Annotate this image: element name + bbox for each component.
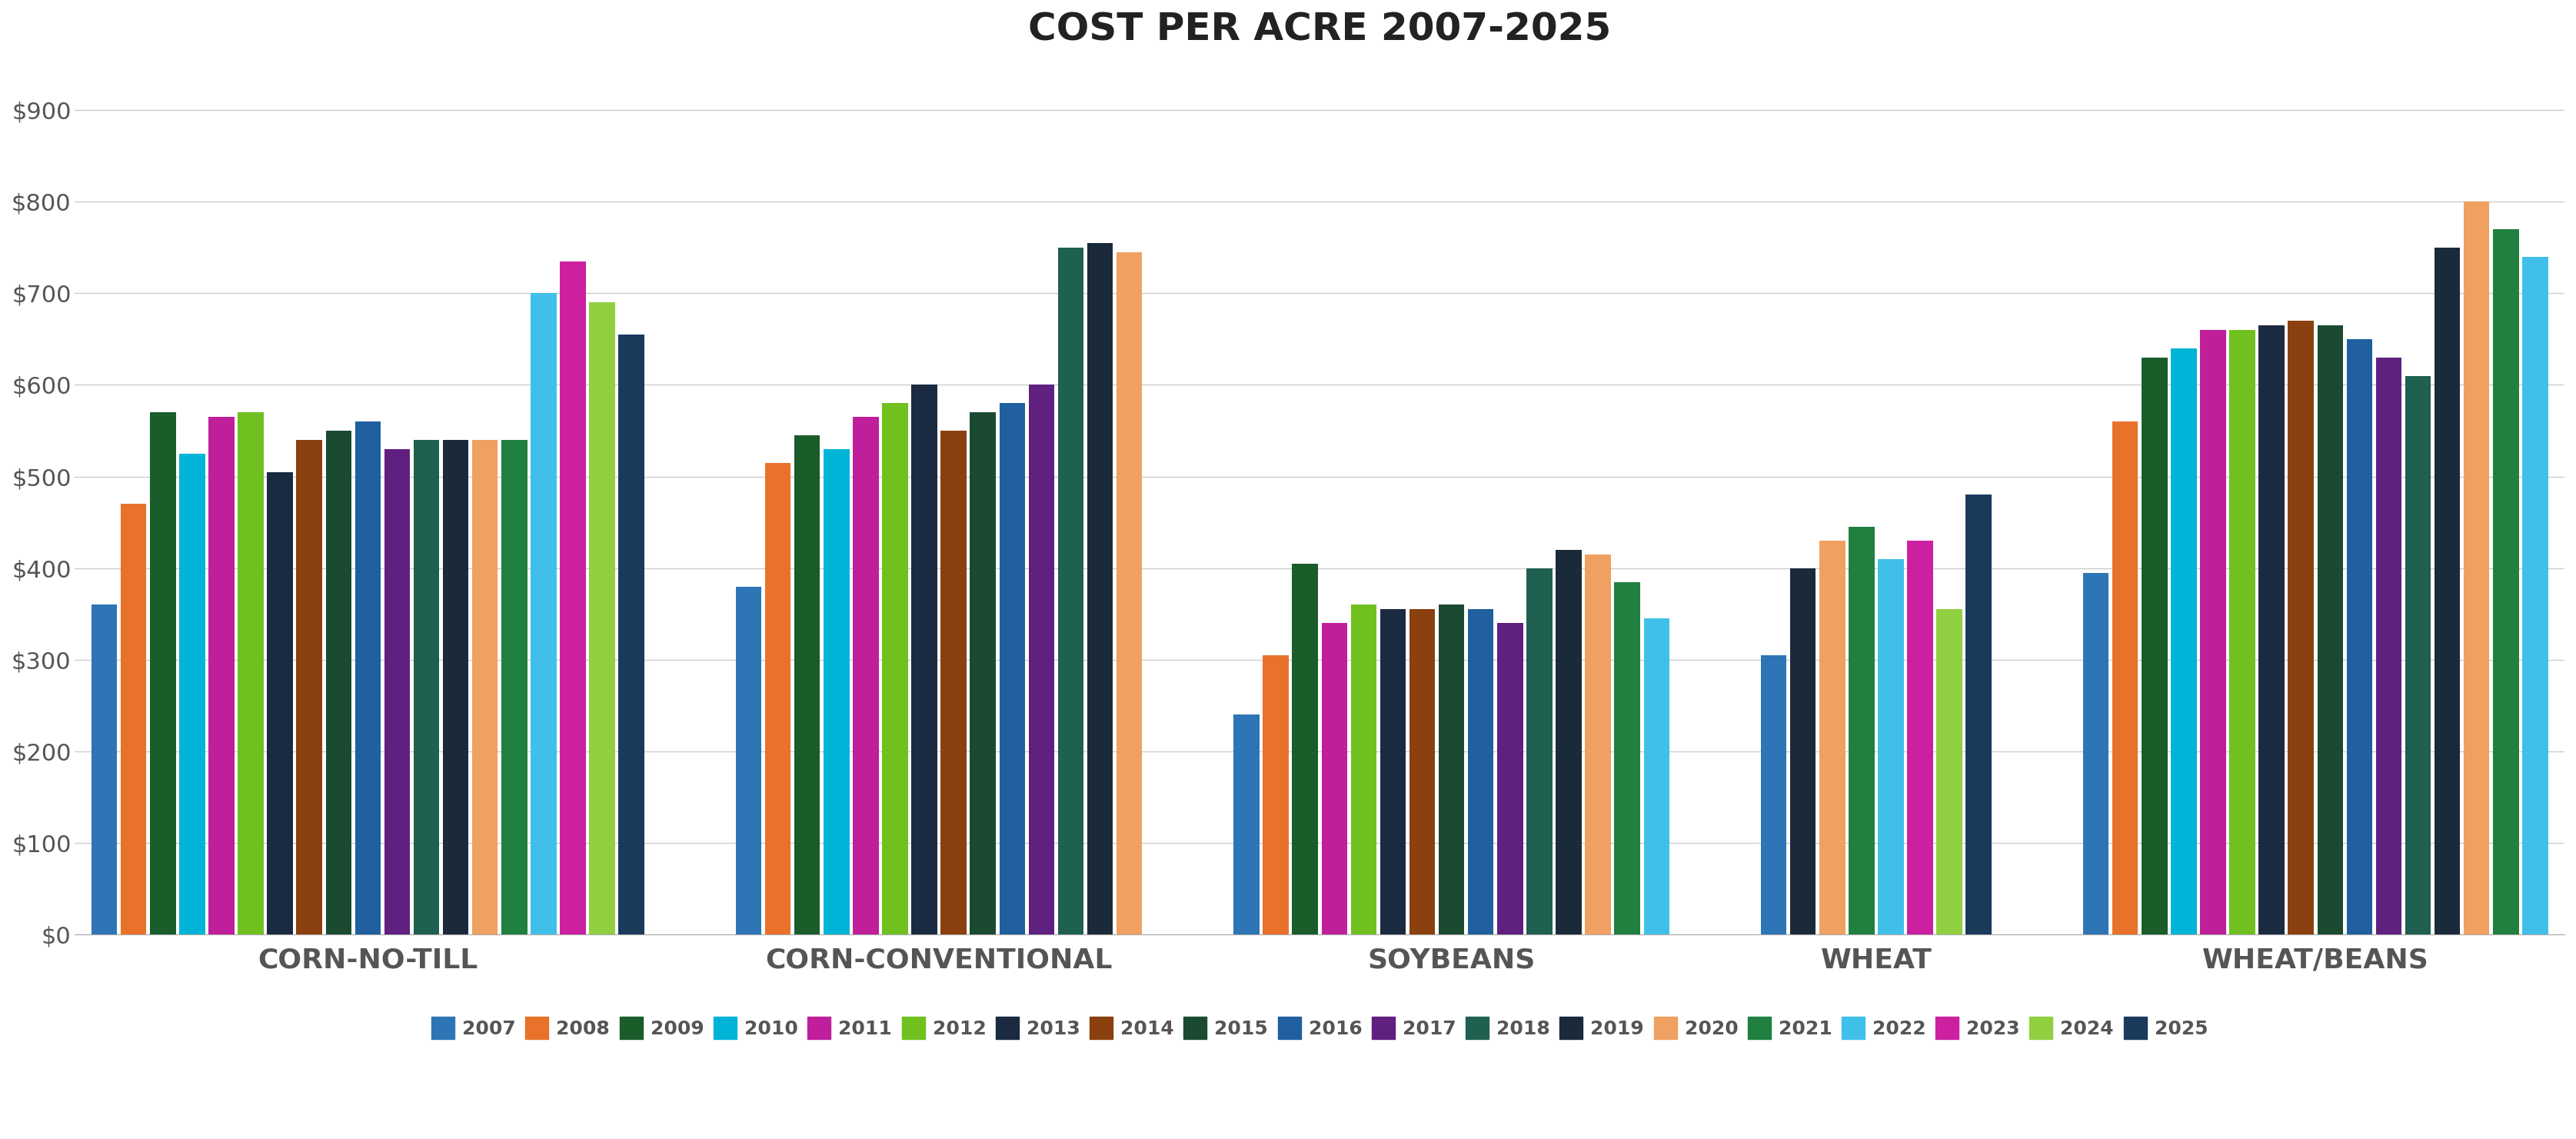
- Bar: [2084, 573, 2110, 935]
- Bar: [2259, 326, 2285, 935]
- Bar: [1643, 618, 1669, 935]
- Title: COST PER ACRE 2007-2025: COST PER ACRE 2007-2025: [1028, 11, 1610, 49]
- Bar: [1819, 541, 1844, 935]
- Bar: [209, 417, 234, 935]
- Bar: [90, 605, 116, 935]
- Bar: [1556, 550, 1582, 935]
- Bar: [590, 303, 616, 935]
- Bar: [2228, 330, 2254, 935]
- Bar: [559, 261, 585, 935]
- Bar: [502, 440, 528, 935]
- Bar: [971, 412, 997, 935]
- Bar: [1937, 609, 1963, 935]
- Bar: [618, 335, 644, 935]
- Bar: [1293, 564, 1319, 935]
- Bar: [268, 472, 294, 935]
- Bar: [180, 453, 206, 935]
- Bar: [1468, 609, 1494, 935]
- Bar: [1059, 247, 1084, 935]
- Bar: [2200, 330, 2226, 935]
- Bar: [824, 449, 850, 935]
- Bar: [912, 385, 938, 935]
- Bar: [1528, 568, 1553, 935]
- Bar: [765, 462, 791, 935]
- Bar: [1850, 527, 1875, 935]
- Bar: [737, 587, 762, 935]
- Bar: [2287, 321, 2313, 935]
- Bar: [1115, 252, 1141, 935]
- Bar: [237, 412, 263, 935]
- Bar: [940, 431, 966, 935]
- Bar: [1262, 655, 1288, 935]
- Bar: [121, 503, 147, 935]
- Bar: [2375, 358, 2401, 935]
- Bar: [1878, 559, 1904, 935]
- Bar: [384, 449, 410, 935]
- Bar: [2112, 421, 2138, 935]
- Bar: [793, 435, 819, 935]
- Bar: [1350, 605, 1376, 935]
- Bar: [2522, 256, 2548, 935]
- Legend: 2007, 2008, 2009, 2010, 2011, 2012, 2013, 2014, 2015, 2016, 2017, 2018, 2019, 20: 2007, 2008, 2009, 2010, 2011, 2012, 2013…: [425, 1009, 2215, 1047]
- Bar: [1409, 609, 1435, 935]
- Bar: [2406, 376, 2432, 935]
- Bar: [1321, 623, 1347, 935]
- Bar: [2347, 339, 2372, 935]
- Bar: [1087, 243, 1113, 935]
- Bar: [2141, 358, 2166, 935]
- Bar: [296, 440, 322, 935]
- Bar: [1615, 582, 1641, 935]
- Bar: [149, 412, 175, 935]
- Bar: [1234, 714, 1260, 935]
- Bar: [471, 440, 497, 935]
- Bar: [999, 403, 1025, 935]
- Bar: [1437, 605, 1463, 935]
- Bar: [853, 417, 878, 935]
- Bar: [2463, 202, 2488, 935]
- Bar: [2318, 326, 2344, 935]
- Bar: [443, 440, 469, 935]
- Bar: [2172, 349, 2197, 935]
- Bar: [355, 421, 381, 935]
- Bar: [1028, 385, 1054, 935]
- Bar: [1965, 494, 1991, 935]
- Bar: [2494, 229, 2519, 935]
- Bar: [1497, 623, 1522, 935]
- Bar: [325, 431, 350, 935]
- Bar: [1762, 655, 1788, 935]
- Bar: [1790, 568, 1816, 935]
- Bar: [415, 440, 440, 935]
- Bar: [1381, 609, 1406, 935]
- Bar: [1584, 555, 1610, 935]
- Bar: [531, 293, 556, 935]
- Bar: [881, 403, 907, 935]
- Bar: [2434, 247, 2460, 935]
- Bar: [1906, 541, 1932, 935]
